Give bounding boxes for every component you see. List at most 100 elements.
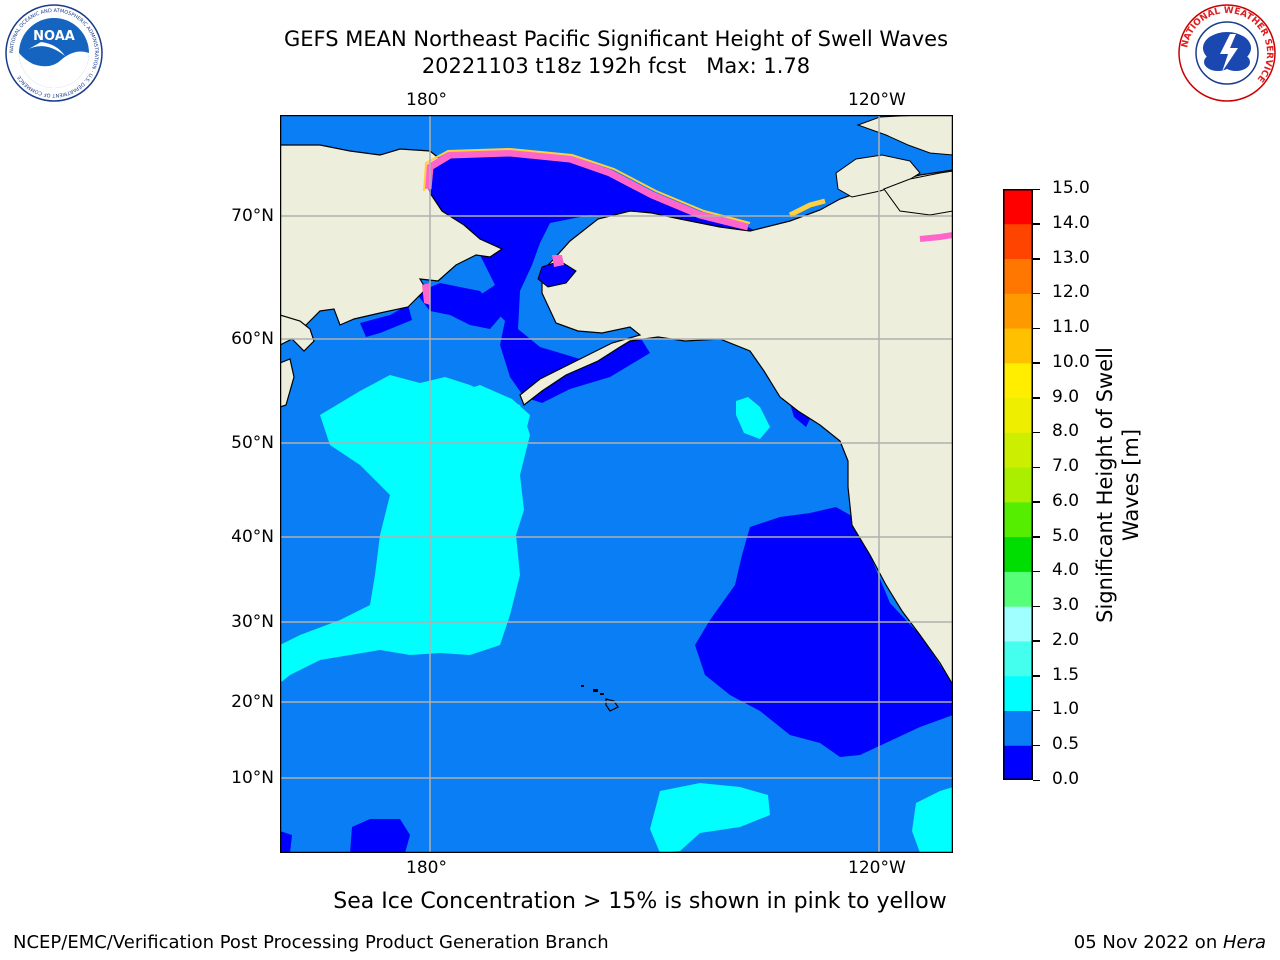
sea-ice-east-pink [919, 232, 953, 242]
colorbar-segment [1003, 467, 1033, 503]
colorbar-segment [1003, 501, 1033, 538]
sea-ice-edge-arctic-yellow [423, 147, 751, 224]
land-siberia [280, 115, 504, 346]
colorbar-segment [1003, 432, 1033, 468]
colorbar-tick-label: 2.0 [1052, 629, 1080, 650]
colorbar-tick-mark [1033, 327, 1040, 330]
chart-title: GEFS MEAN Northeast Pacific Significant … [283, 27, 949, 51]
colorbar-tick-label: 7.0 [1052, 456, 1080, 477]
graticule [280, 115, 953, 853]
lon-label-bottom-180: 180° [406, 858, 447, 878]
lat-label-40n: 40°N [231, 527, 274, 547]
sea-ice-east [788, 198, 826, 218]
colorbar-tick-label: 6.0 [1052, 490, 1080, 511]
ocean-swell-1.0-1.5-south-central [650, 783, 770, 853]
colorbar-segment [1003, 189, 1033, 225]
ocean-swell-1.0-1.5-north-patch [450, 385, 530, 495]
colorbar-label: Significant Height of Swell Waves [m] [1092, 320, 1144, 650]
colorbar-segment [1003, 745, 1033, 780]
colorbar-tick-label: 10.0 [1052, 351, 1090, 372]
colorbar-tick-mark [1033, 536, 1040, 538]
colorbar-segment [1003, 223, 1033, 260]
land-kamchatka-tip [280, 358, 295, 408]
colorbar-tick-mark [1033, 258, 1040, 260]
colorbar-segment [1003, 675, 1033, 711]
map-border [280, 115, 953, 853]
noaa-logo-text: NOAA [33, 29, 75, 44]
lat-label-50n: 50°N [231, 433, 274, 453]
colorbar-tick-mark [1033, 675, 1040, 677]
ocean-swell-0-0.5-sw [280, 831, 292, 853]
colorbar-segment [1003, 397, 1033, 433]
lon-label-top-120w: 120°W [848, 90, 906, 110]
colorbar-tick-label: 0.0 [1052, 769, 1080, 789]
ocean-swell-0-0.5-aleutian-west [360, 305, 412, 337]
lon-label-bottom-120w: 120°W [848, 858, 906, 878]
colorbar-tick-label: 5.0 [1052, 525, 1080, 546]
colorbar-segment [1003, 362, 1033, 399]
land-north-america [519, 169, 953, 687]
colorbar-tick-label: 15.0 [1052, 178, 1090, 198]
colorbar-tick-mark [1033, 362, 1040, 364]
colorbar-tick-label: 8.0 [1052, 421, 1080, 442]
map-panel [280, 115, 953, 853]
colorbar-tick-mark [1033, 188, 1040, 190]
colorbar-tick-label: 12.0 [1052, 282, 1090, 303]
colorbar-tick-mark [1033, 223, 1040, 225]
colorbar-segment [1003, 571, 1033, 607]
colorbar-tick-label: 1.5 [1052, 664, 1080, 685]
land-arctic-north [856, 115, 953, 156]
colorbar-label-line2: Waves [m] [1119, 428, 1143, 542]
colorbar-tick-label: 4.0 [1052, 560, 1080, 581]
colorbar-label-line1: Significant Height of Swell [1093, 347, 1117, 623]
lat-label-10n: 10°N [231, 768, 274, 788]
colorbar-border [1003, 189, 1033, 780]
colorbar-segment [1003, 258, 1033, 294]
sea-ice-anadyr [422, 283, 430, 305]
colorbar [1003, 189, 1033, 780]
lat-label-20n: 20°N [231, 692, 274, 712]
colorbar-segment [1003, 328, 1033, 364]
colorbar-tick-label: 13.0 [1052, 247, 1090, 268]
ocean-swell-0-0.5-east-pacific [695, 507, 953, 757]
colorbar-tick-mark [1033, 779, 1040, 781]
colorbar-tick-label: 0.5 [1052, 734, 1080, 755]
colorbar-tick-label: 11.0 [1052, 317, 1090, 338]
colorbar-tick-mark [1033, 431, 1040, 434]
ocean-swell-1.0-1.5-gulf-patch [736, 397, 770, 439]
lon-label-top-180: 180° [406, 90, 447, 110]
colorbar-tick-label: 9.0 [1052, 386, 1080, 407]
colorbar-segment [1003, 536, 1033, 572]
footer-credit: NCEP/EMC/Verification Post Processing Pr… [13, 932, 609, 953]
sea-ice-note: Sea Ice Concentration > 15% is shown in … [333, 889, 947, 914]
colorbar-tick-label: 14.0 [1052, 212, 1090, 233]
ocean-swell-0-0.5-south [350, 819, 410, 853]
colorbar-segment [1003, 640, 1033, 677]
colorbar-tick-label: 3.0 [1052, 595, 1080, 616]
lat-label-30n: 30°N [231, 612, 274, 632]
colorbar-tick-mark [1033, 640, 1040, 642]
sea-ice-bering-patch [552, 255, 564, 267]
footer-machine: Hera [1222, 932, 1266, 953]
noaa-logo: NATIONAL OCEANIC AND ATMOSPHERIC ADMINIS… [5, 4, 103, 102]
ocean-swell-0-0.5-bering-south [416, 283, 502, 329]
lat-label-60n: 60°N [231, 329, 274, 349]
colorbar-tick-mark [1033, 744, 1040, 747]
colorbar-tick-mark [1033, 501, 1040, 503]
colorbar-segment [1003, 606, 1033, 642]
sea-ice-edge-arctic [424, 149, 749, 231]
colorbar-tick-mark [1033, 397, 1040, 399]
hawaii-islands [581, 685, 619, 712]
land-banks-island [835, 154, 921, 198]
colorbar-segment [1003, 293, 1033, 329]
land-victoria-island [883, 170, 953, 216]
land-kamchatka [280, 314, 315, 352]
colorbar-tick-mark [1033, 466, 1040, 469]
colorbar-tick-label: 1.0 [1052, 699, 1080, 720]
chart-subtitle-run: 20221103 t18z 192h fcst Max: 1.78 [421, 54, 811, 78]
footer-date: 05 Nov 2022 on Hera [1074, 932, 1266, 953]
colorbar-tick-mark [1033, 709, 1040, 712]
colorbar-tick-mark [1033, 605, 1040, 608]
footer-date-text: 05 Nov 2022 on [1073, 932, 1223, 953]
nws-logo: NATIONAL WEATHER SERVICE [1178, 4, 1276, 102]
